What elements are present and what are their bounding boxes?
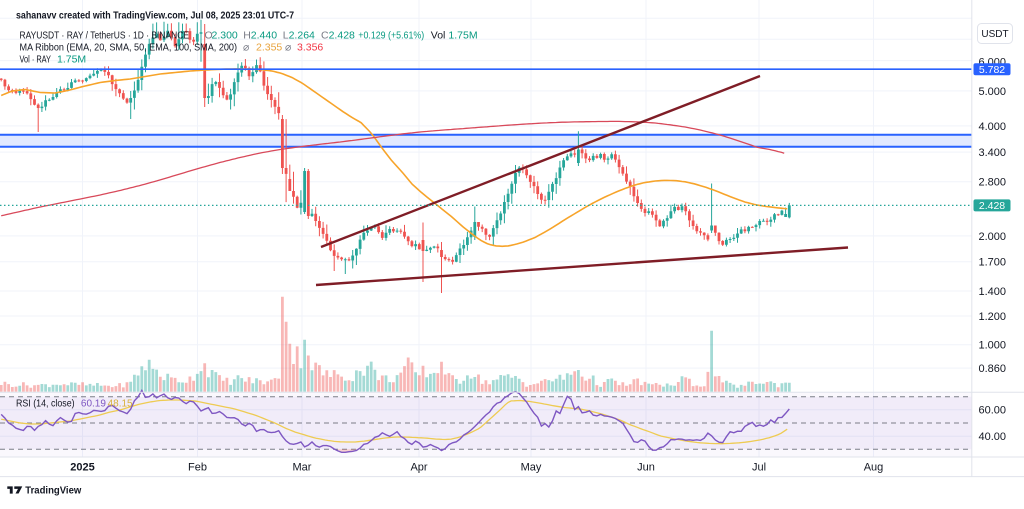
svg-text:5.000: 5.000	[979, 86, 1007, 98]
svg-text:Mar: Mar	[293, 462, 312, 474]
svg-text:RAYUSDT · RAY / TetherUS · 1D: RAYUSDT · RAY / TetherUS · 1D · BINANCE O…	[20, 29, 478, 41]
svg-text:May: May	[521, 462, 542, 474]
svg-text:sahanavv created with TradingV: sahanavv created with TradingView.com, J…	[16, 10, 294, 22]
svg-text:1.200: 1.200	[979, 311, 1007, 323]
svg-text:1.400: 1.400	[979, 286, 1007, 298]
svg-text:Jul: Jul	[752, 462, 766, 474]
svg-text:Apr: Apr	[410, 462, 427, 474]
svg-text:Aug: Aug	[864, 462, 884, 474]
svg-text:USDT: USDT	[981, 29, 1008, 40]
svg-text:0.860: 0.860	[979, 363, 1007, 375]
svg-text:TradingView: TradingView	[25, 486, 81, 497]
svg-text:3.400: 3.400	[979, 147, 1007, 159]
svg-text:1.700: 1.700	[979, 257, 1007, 269]
svg-text:2025: 2025	[70, 462, 94, 474]
svg-text:40.00: 40.00	[979, 431, 1007, 443]
svg-text:2.000: 2.000	[979, 231, 1007, 243]
svg-text:2.800: 2.800	[979, 177, 1007, 189]
svg-text:1.000: 1.000	[979, 340, 1007, 352]
svg-text:MA Ribbon (EMA, 20, SMA, 50, E: MA Ribbon (EMA, 20, SMA, 50, EMA, 100, S…	[20, 42, 324, 54]
svg-text:Feb: Feb	[188, 462, 207, 474]
svg-text:60.00: 60.00	[979, 405, 1007, 417]
svg-text:4.000: 4.000	[979, 121, 1007, 133]
svg-text:Jun: Jun	[637, 462, 655, 474]
svg-text:2.428: 2.428	[979, 200, 1005, 212]
svg-text:5.782: 5.782	[979, 64, 1005, 76]
